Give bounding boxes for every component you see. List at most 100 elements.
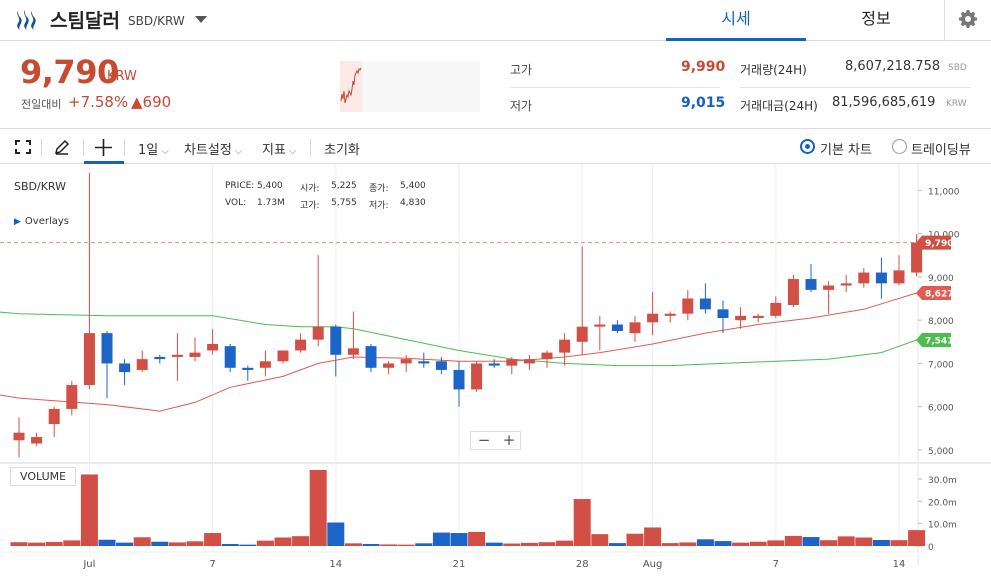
- info-high-value: 5,755: [331, 198, 357, 208]
- indicators-label: 지표: [262, 143, 286, 158]
- candle-body: [453, 369, 465, 390]
- fullscreen-icon[interactable]: [15, 140, 31, 154]
- high-value: 9,990: [681, 59, 726, 75]
- volume-bar: [204, 533, 222, 546]
- volume-bar: [362, 543, 380, 546]
- price-tick-label: 8,000: [928, 317, 954, 327]
- volume-bar: [855, 537, 873, 546]
- info-close-value: 5,400: [400, 181, 426, 191]
- candle-body: [506, 359, 518, 366]
- top-header: 스팀달러 SBD/KRW 시세 정보: [0, 0, 991, 41]
- info-close-label: 종가:: [369, 184, 389, 194]
- tab-price[interactable]: 시세: [666, 0, 806, 41]
- tradingview-radio[interactable]: [892, 139, 907, 154]
- current-price-unit: KRW: [107, 69, 137, 84]
- candle-body: [805, 279, 817, 290]
- candle-body: [471, 363, 483, 390]
- chart-toolbar: 1일 ⌵ 차트설정 ⌵ 지표 ⌵ 초기화 기본 차트 트레이딩뷰: [0, 130, 991, 164]
- ma-long-marker-badge: [916, 333, 951, 348]
- price-tick-label: 10,000: [928, 231, 960, 241]
- candle-body: [347, 348, 359, 355]
- volume-bar: [837, 536, 855, 546]
- reset-button[interactable]: 초기화: [324, 143, 360, 158]
- volume-bar: [151, 541, 169, 546]
- price-chart[interactable]: 5,000 6,000 7,000 8,000 9,000 10,000 11,000 0 10…: [0, 164, 991, 578]
- crosshair-tool[interactable]: [84, 130, 124, 164]
- x-tick-label: Jul: [82, 559, 95, 570]
- volume-bar: [908, 530, 926, 546]
- price-tick-label: 5,000: [928, 447, 954, 457]
- tab-info[interactable]: 정보: [861, 9, 891, 28]
- candle-body: [435, 361, 447, 370]
- price-summary: 9,790 KRW 전일대비 +7.58% ▲690 고가 9,990 저가 9…: [0, 41, 991, 129]
- ma-long-marker-text: 7,541: [925, 337, 953, 347]
- price-tick-label: 9,000: [928, 274, 954, 284]
- basic-chart-label[interactable]: 기본 차트: [820, 143, 872, 158]
- low-label: 저가: [510, 99, 533, 113]
- candle-body: [259, 361, 271, 368]
- candle-body: [295, 339, 307, 351]
- change-rate: +7.58%: [68, 93, 129, 111]
- candle-body: [523, 359, 535, 364]
- tradingview-label[interactable]: 트레이딩뷰: [911, 143, 971, 158]
- interval-label: 1일: [138, 143, 159, 158]
- volume-bar: [749, 541, 767, 546]
- pencil-icon[interactable]: [53, 138, 71, 156]
- ma-short-marker-badge: [916, 286, 951, 301]
- low-value: 9,015: [681, 95, 726, 111]
- last-price-marker-text: 9,790: [925, 239, 953, 249]
- candle-body: [752, 315, 764, 318]
- volume-bar: [239, 544, 257, 546]
- change-amount: ▲690: [131, 93, 172, 111]
- x-tick-label: 14: [893, 559, 906, 570]
- basic-chart-radio[interactable]: [800, 139, 815, 154]
- candle-body: [735, 315, 747, 321]
- volume-bar: [327, 522, 345, 546]
- volume-bar: [520, 542, 538, 546]
- candle-body: [312, 326, 324, 340]
- coin-pair: SBD/KRW: [128, 14, 185, 28]
- volume-bar: [221, 543, 239, 546]
- overlays-toggle[interactable]: ▶ Overlays: [14, 216, 69, 227]
- indicators-menu[interactable]: 지표 ⌵: [262, 139, 297, 158]
- coin-select-caret-icon[interactable]: [195, 16, 207, 23]
- volume-bar: [608, 543, 626, 546]
- candle-body: [242, 367, 254, 370]
- volume-bar: [256, 540, 274, 546]
- chevron-down-icon: ⌵: [161, 146, 169, 157]
- stat-divider: [510, 87, 720, 88]
- gear-icon[interactable]: [958, 9, 978, 29]
- volume-bar: [696, 539, 714, 546]
- volume-label: 거래량(24H): [740, 63, 807, 77]
- volume-bar: [485, 542, 503, 546]
- volume-bar: [63, 540, 81, 546]
- info-vol-value: 1.73M: [257, 198, 285, 208]
- interval-select[interactable]: 1일 ⌵: [138, 139, 169, 158]
- candle-body: [154, 356, 166, 360]
- volume-bar: [292, 536, 310, 546]
- candle-body: [66, 385, 78, 409]
- volume-bar: [784, 535, 802, 546]
- volume-bar: [820, 540, 838, 546]
- chart-settings-menu[interactable]: 차트설정 ⌵: [184, 139, 242, 158]
- info-open-label: 시가:: [300, 184, 320, 194]
- info-low-label: 저가:: [369, 201, 389, 211]
- candle-body: [682, 298, 694, 314]
- header-divider: [944, 0, 945, 41]
- steem-logo-icon: [17, 10, 36, 30]
- info-open-value: 5,225: [331, 181, 357, 191]
- candle-body: [858, 272, 870, 284]
- volume-bar: [186, 541, 204, 546]
- x-tick-label: 21: [453, 559, 466, 570]
- volume-bar: [98, 539, 116, 546]
- candle-body: [365, 346, 377, 368]
- candle-body: [31, 437, 43, 444]
- coin-name: 스팀달러: [50, 10, 120, 32]
- candle-body: [911, 242, 923, 273]
- zoom-in-button[interactable]: +: [502, 431, 516, 449]
- candle-body: [48, 408, 60, 425]
- candle-body: [594, 324, 606, 327]
- candle-body: [13, 432, 25, 441]
- zoom-out-button[interactable]: −: [477, 431, 491, 449]
- volume-bar: [397, 544, 415, 546]
